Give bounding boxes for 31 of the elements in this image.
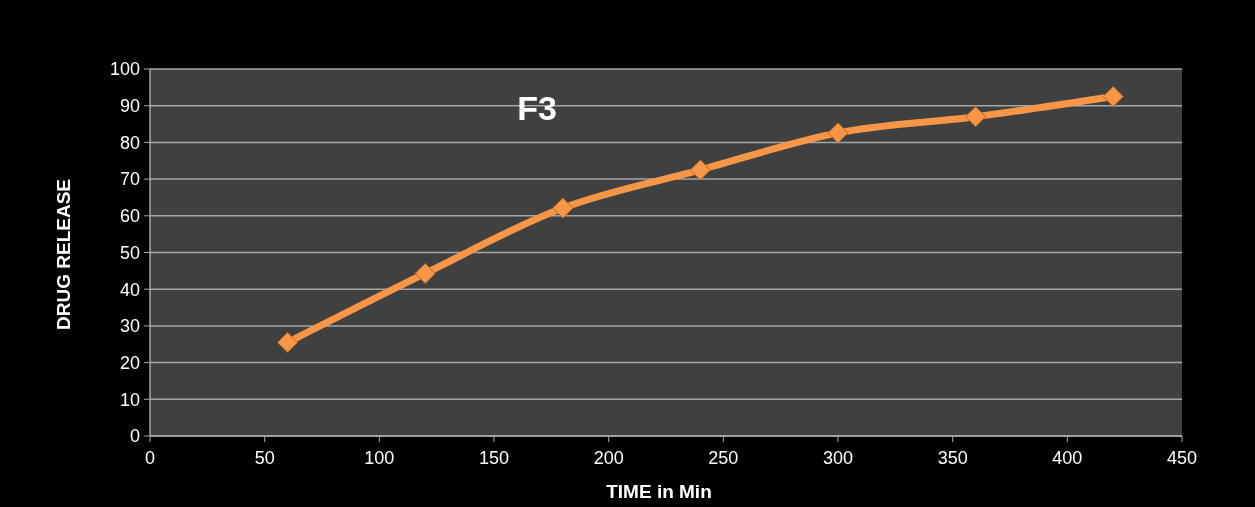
x-tick-label: 0: [144, 448, 156, 468]
point: [1102, 86, 1124, 108]
text: F3: [517, 89, 557, 127]
y-axis-title: DRUG RELEASE: [53, 179, 74, 330]
y-tick-label: 10: [119, 389, 140, 410]
y-tick-label: 60: [119, 206, 140, 227]
x-tick-label: 450: [1166, 448, 1198, 468]
y-tick-label: 80: [119, 132, 140, 153]
y-tick-label: 30: [119, 316, 140, 337]
x-tick-label: 50: [254, 448, 275, 468]
y-tick-label: 100: [109, 59, 140, 80]
point: [965, 106, 987, 128]
y-tick-label: 50: [119, 242, 140, 263]
x-tick-label: 400: [1052, 448, 1083, 468]
x-tick-label: 300: [822, 448, 854, 468]
x-tick-label: 100: [364, 448, 395, 468]
x-tick-label: 250: [708, 448, 739, 468]
point: [552, 197, 574, 219]
y-tick-label: 90: [119, 96, 140, 116]
point: [277, 331, 299, 353]
y-tick-label: 70: [119, 169, 140, 190]
x-tick-label: 150: [478, 448, 510, 468]
y-tick-label: 20: [119, 352, 140, 373]
x-axis-title: TIME in Min: [606, 481, 712, 502]
y-tick-label: 40: [119, 279, 140, 300]
point: [827, 122, 849, 144]
point: [414, 262, 436, 284]
x-tick-label: 200: [593, 448, 624, 468]
x-tick-label: 350: [937, 448, 968, 468]
y-tick-label: 0: [129, 426, 140, 447]
point: [689, 159, 711, 181]
